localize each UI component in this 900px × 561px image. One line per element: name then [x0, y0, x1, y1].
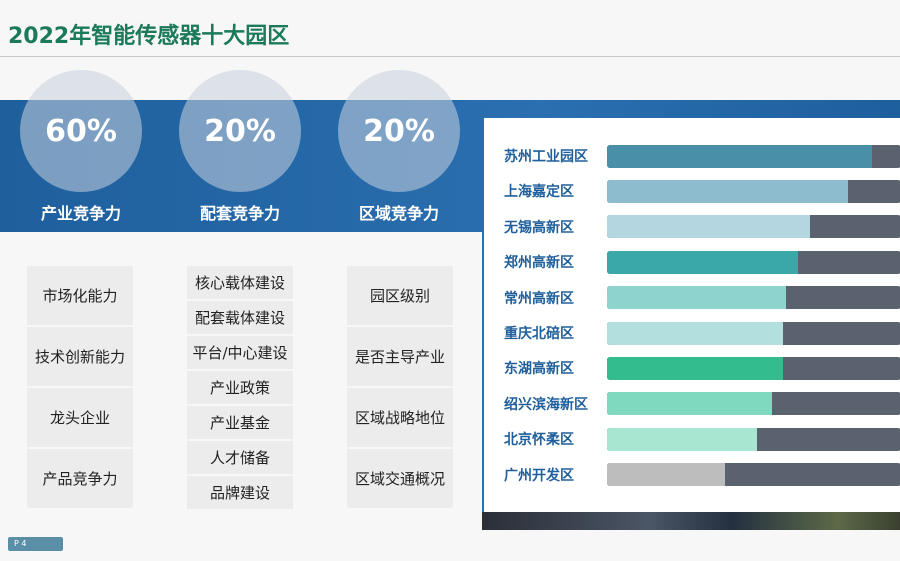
bar-track	[607, 144, 900, 168]
criteria-item: 园区级别	[347, 266, 453, 325]
weight-label: 配套竞争力	[199, 204, 280, 223]
criteria-column: 市场化能力 技术创新能力 龙头企业 产品竞争力	[27, 266, 133, 508]
criteria-item: 技术创新能力	[27, 327, 133, 386]
bar-fill	[607, 321, 784, 345]
bar-track	[607, 356, 900, 380]
bar-track	[607, 321, 900, 345]
bar-track	[607, 286, 900, 310]
bar-row: 上海嘉定区	[504, 179, 900, 203]
criteria-item: 配套载体建设	[187, 301, 293, 334]
bar-row: 常州高新区	[504, 286, 900, 310]
bar-label: 郑州高新区	[504, 255, 574, 272]
criteria-item: 是否主导产业	[347, 327, 453, 386]
bar-row: 重庆北碚区	[504, 321, 900, 345]
bar-row: 苏州工业园区	[504, 144, 900, 168]
criteria-column: 核心载体建设 配套载体建设 平台/中心建设 产业政策 产业基金 人才储备 品牌建设	[187, 266, 293, 509]
bar-fill	[607, 463, 725, 487]
criteria-item: 市场化能力	[27, 266, 133, 325]
bar-fill	[607, 356, 784, 380]
criteria-item: 平台/中心建设	[187, 336, 293, 369]
bar-row: 无锡高新区	[504, 215, 900, 239]
bar-label: 绍兴滨海新区	[504, 396, 588, 413]
weight-label: 产业竞争力	[40, 204, 121, 223]
bar-label: 常州高新区	[504, 290, 574, 307]
bar-label: 重庆北碚区	[504, 326, 574, 342]
criteria-item: 产业政策	[187, 371, 293, 404]
bar-label: 上海嘉定区	[504, 184, 574, 201]
slide-title: 2022年智能传感器十大园区	[8, 24, 290, 49]
bar-track	[607, 250, 900, 274]
bar-label: 东湖高新区	[504, 361, 574, 378]
criteria-item: 品牌建设	[187, 476, 293, 509]
bar-row: 绍兴滨海新区	[504, 392, 900, 416]
criteria-item: 区域战略地位	[347, 388, 453, 447]
bar-row: 东湖高新区	[504, 356, 900, 380]
bar-fill	[607, 215, 810, 239]
bar-fill	[607, 286, 787, 310]
bar-fill	[607, 392, 772, 416]
bar-row: 北京怀柔区	[504, 427, 900, 451]
criteria-item: 产业基金	[187, 406, 293, 439]
criteria-item: 龙头企业	[27, 388, 133, 447]
bar-track	[607, 215, 900, 239]
criteria-item: 产品竞争力	[27, 449, 133, 508]
bar-fill	[607, 179, 849, 203]
bar-row: 郑州高新区	[504, 250, 900, 274]
ranking-chart: 苏州工业园区 上海嘉定区 无锡高新区 郑州高新区 常州高新区 重庆北碚区 东湖高…	[482, 118, 900, 512]
bar-label: 广州开发区	[504, 467, 574, 484]
bar-label: 苏州工业园区	[504, 149, 588, 165]
criteria-item: 区域交通概况	[347, 449, 453, 508]
bar-track	[607, 392, 900, 416]
bar-track	[607, 463, 900, 487]
weight-circle: 60%	[20, 70, 142, 192]
bar-track	[607, 179, 900, 203]
criteria-item: 核心载体建设	[187, 266, 293, 299]
criteria-item: 人才储备	[187, 441, 293, 474]
page-number: P 4	[8, 537, 63, 551]
bar-fill	[607, 427, 757, 451]
bar-track	[607, 427, 900, 451]
bar-row: 广州开发区	[504, 463, 900, 487]
bar-label: 北京怀柔区	[504, 432, 574, 449]
criteria-column: 园区级别 是否主导产业 区域战略地位 区域交通概况	[347, 266, 453, 508]
bar-fill	[607, 250, 799, 274]
bar-label: 无锡高新区	[504, 219, 574, 236]
weight-circle: 20%	[179, 70, 301, 192]
bar-fill	[607, 144, 872, 168]
title-divider	[0, 56, 900, 57]
weight-label: 区域竞争力	[358, 204, 439, 223]
decorative-image-strip	[482, 512, 900, 530]
weight-circle: 20%	[338, 70, 460, 192]
